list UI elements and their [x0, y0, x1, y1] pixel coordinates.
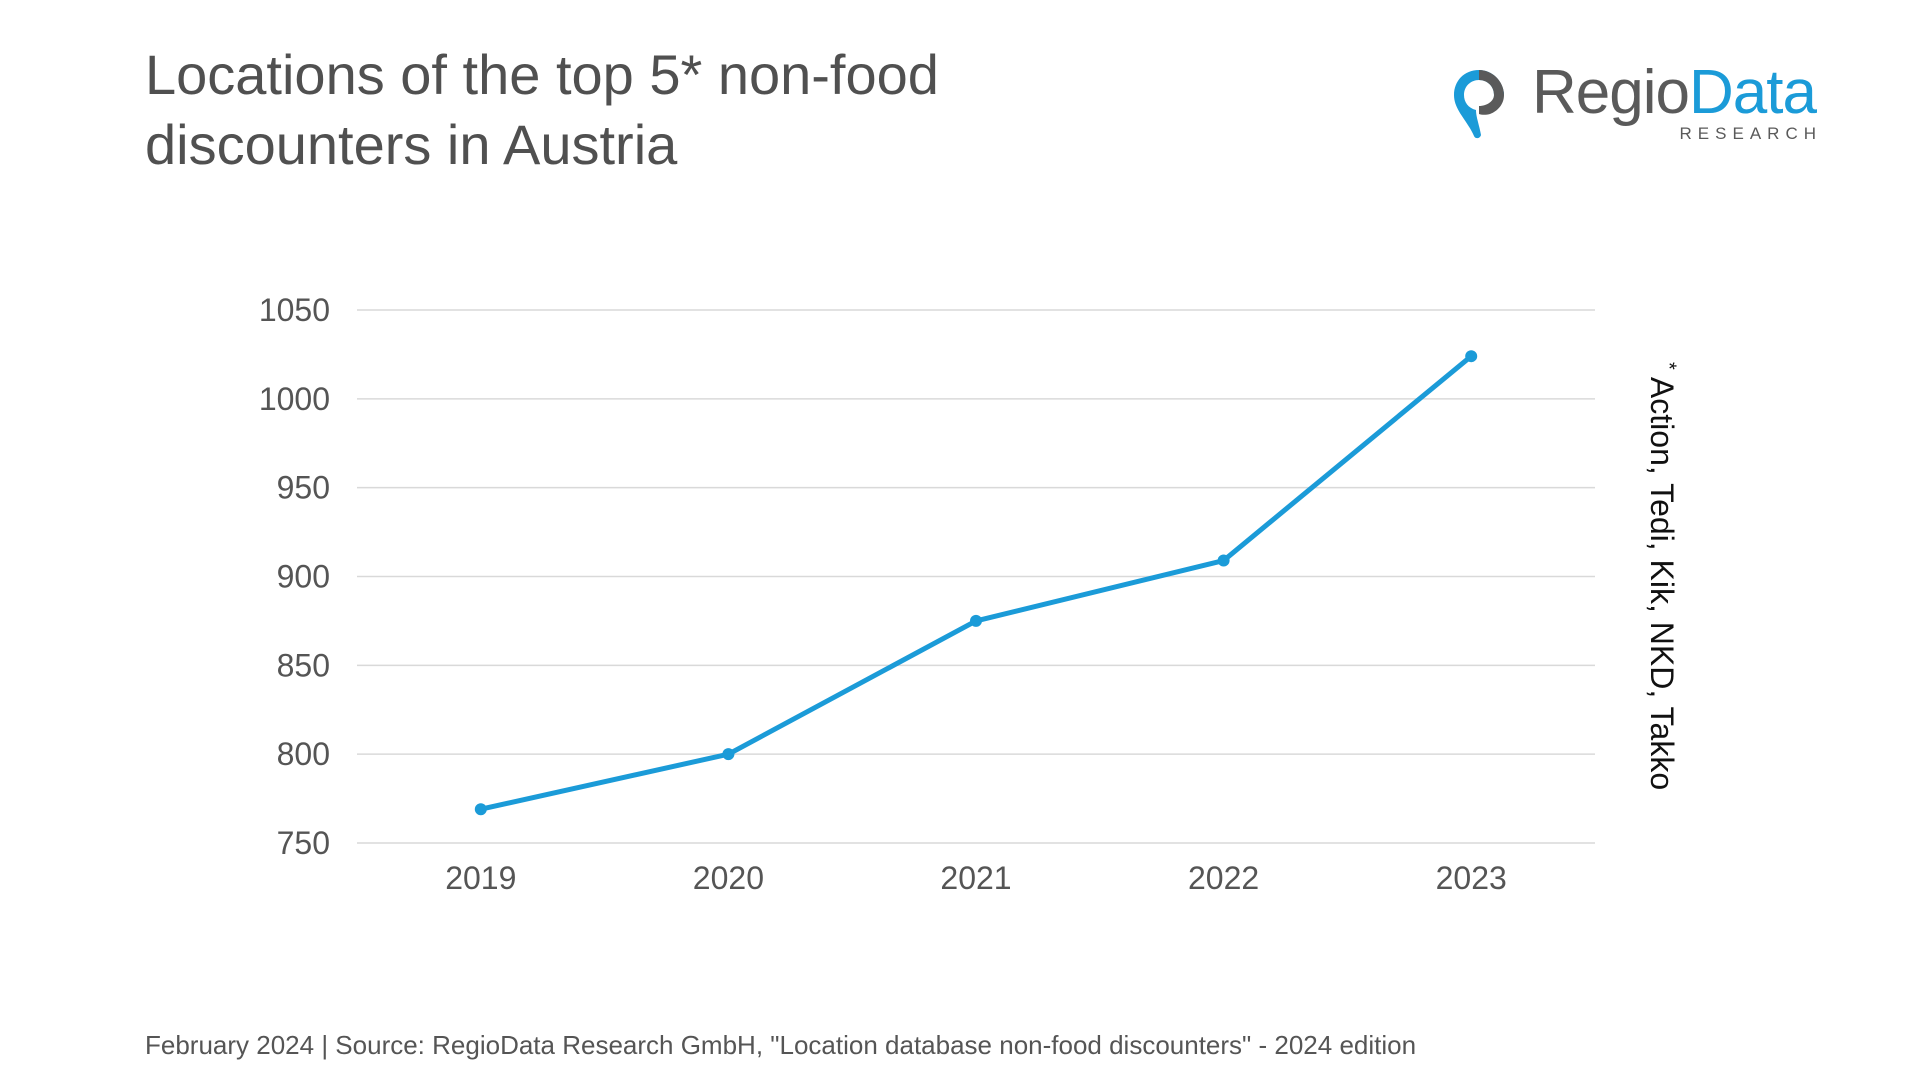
data-point — [474, 803, 487, 816]
series-line — [478, 353, 1474, 812]
y-tick-label: 1050 — [259, 292, 330, 328]
y-tick-label: 750 — [277, 825, 330, 861]
map-pin-icon — [1454, 70, 1504, 139]
footnote-star: * — [1657, 362, 1680, 370]
y-axis-ticks: 750 800 850 900 950 1000 1050 — [259, 292, 330, 861]
chart-title: Locations of the top 5* non-food discoun… — [145, 40, 1045, 180]
source-note: February 2024 | Source: RegioData Resear… — [145, 1030, 1417, 1060]
logo-subtitle: RESEARCH — [1679, 124, 1822, 143]
footnote-text: Action, Tedi, Kik, NKD, Takko — [1644, 376, 1680, 791]
chart-title-line-2: discounters in Austria — [145, 113, 678, 176]
chart-title-line-1: Locations of the top 5* non-food — [145, 43, 939, 106]
data-point — [722, 748, 735, 761]
y-tick-label: 850 — [277, 647, 330, 683]
x-tick-label: 2020 — [693, 860, 764, 896]
x-axis-ticks: 2019 2020 2021 2022 2023 — [445, 860, 1507, 896]
y-tick-label: 800 — [277, 736, 330, 772]
y-tick-label: 900 — [277, 559, 330, 595]
y-tick-label: 1000 — [259, 381, 330, 417]
logo-wordmark: RegioData — [1532, 58, 1817, 128]
logo-word-regio: Regio — [1532, 58, 1690, 127]
grid-lines — [357, 309, 1595, 844]
series-layer — [474, 350, 1478, 816]
x-tick-label: 2019 — [445, 860, 516, 896]
data-point — [970, 614, 982, 627]
x-tick-label: 2022 — [1188, 860, 1259, 896]
x-tick-label: 2023 — [1436, 860, 1507, 896]
logo-word-data: Data — [1689, 58, 1817, 127]
y-tick-label: 950 — [277, 470, 330, 506]
data-point — [1465, 350, 1478, 363]
data-point — [1217, 554, 1230, 567]
footnote-vertical: * Action, Tedi, Kik, NKD, Takko — [1643, 362, 1680, 790]
x-tick-label: 2021 — [940, 860, 1011, 896]
regiodata-logo: RegioData RESEARCH — [1452, 58, 1842, 152]
